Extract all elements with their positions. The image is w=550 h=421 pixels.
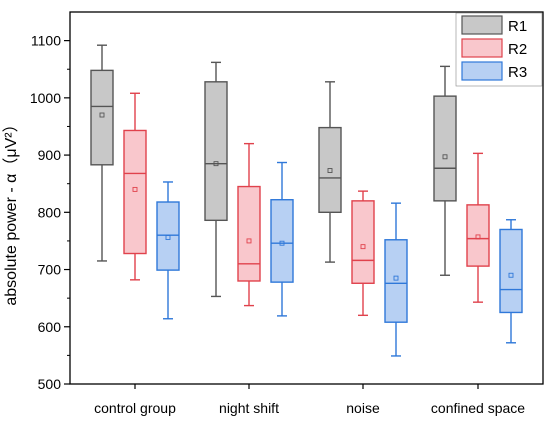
box-R3-night-shift	[270, 161, 294, 317]
box-iqr	[351, 200, 375, 284]
box-iqr	[433, 95, 457, 202]
x-tick-label: noise	[346, 400, 380, 416]
y-tick-label: 900	[38, 147, 62, 163]
y-tick-label: 1100	[31, 33, 61, 49]
x-tick-label: control group	[94, 400, 176, 416]
x-tick-label: night shift	[219, 400, 279, 416]
mean-marker	[246, 238, 252, 244]
box-R1-confined-space	[433, 65, 457, 276]
legend-label-R3: R3	[508, 64, 527, 81]
mean-marker	[327, 168, 333, 173]
legend-swatch-R1	[461, 15, 503, 35]
box-iqr	[466, 204, 490, 267]
box-R2-noise	[351, 190, 375, 317]
box-iqr	[90, 69, 114, 166]
mean-marker	[99, 112, 105, 118]
y-axis-label: absolute power - α（μV²）	[2, 116, 20, 305]
mean-marker	[279, 240, 285, 246]
legend-swatch-R2	[461, 38, 503, 58]
mean-marker	[475, 234, 481, 240]
mean-marker	[213, 161, 219, 167]
box-R3-noise	[384, 202, 408, 357]
box-iqr	[318, 126, 342, 214]
x-tick-label: confined space	[431, 400, 525, 416]
mean-marker	[442, 154, 448, 160]
legend-label-R1: R1	[508, 18, 527, 35]
box-R1-night-shift	[204, 61, 228, 298]
box-R2-control-group	[123, 92, 147, 281]
box-iqr	[204, 81, 228, 222]
y-tick-label: 500	[38, 376, 62, 392]
box-R3-confined-space	[499, 219, 523, 344]
box-R1-control-group	[90, 44, 114, 262]
y-tick-label: 700	[38, 262, 62, 278]
box-R3-control-group	[156, 181, 180, 320]
y-tick-label: 600	[38, 319, 62, 335]
mean-marker	[360, 244, 366, 250]
box-R1-noise	[318, 81, 342, 263]
mean-marker	[393, 275, 399, 281]
box-iqr	[123, 129, 147, 255]
y-tick-label: 800	[38, 204, 62, 220]
mean-marker	[165, 235, 171, 240]
box-R2-confined-space	[466, 152, 490, 303]
box-iqr	[384, 239, 408, 323]
mean-marker	[132, 186, 138, 192]
legend-swatch-R3	[461, 61, 503, 81]
box-iqr	[499, 228, 523, 314]
box-iqr	[237, 185, 261, 282]
mean-marker	[508, 272, 514, 278]
box-iqr	[156, 201, 180, 271]
box-R2-night-shift	[237, 142, 261, 307]
legend: R1 R2 R3	[455, 12, 543, 87]
y-tick-label: 1000	[30, 90, 61, 106]
plot-frame	[69, 11, 544, 385]
legend-label-R2: R2	[508, 41, 527, 58]
